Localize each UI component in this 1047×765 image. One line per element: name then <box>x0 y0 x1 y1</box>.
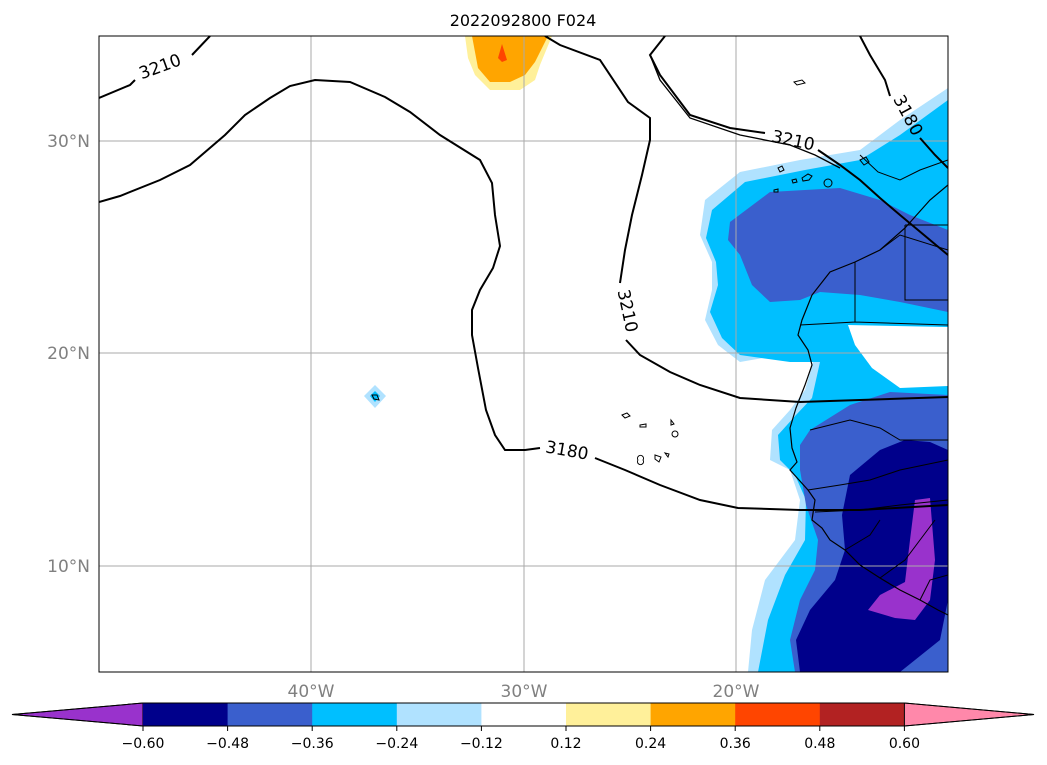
colorbar-tick-label: 0.36 <box>720 736 751 752</box>
africa-coastline <box>789 184 948 616</box>
colorbar-bin <box>396 703 482 726</box>
lat-label-30n: 30°N <box>47 132 90 152</box>
contour-3210-mid <box>544 36 948 404</box>
contour-3180-ne <box>859 36 948 169</box>
lon-label-20w: 20°W <box>713 682 760 702</box>
colorbar-tick-label: −0.60 <box>122 736 165 752</box>
small-island-sw <box>371 394 380 401</box>
border-3 <box>844 519 948 601</box>
figure-title: 2022092800 F024 <box>450 11 597 30</box>
colorbar-bin <box>650 703 736 726</box>
lat-tick-labels: 30°N 20°N 10°N <box>47 132 90 577</box>
contour-3210-nw <box>99 36 211 99</box>
shade-orange-top <box>472 36 548 82</box>
lon-label-30w: 30°W <box>501 682 548 702</box>
lat-label-10n: 10°N <box>47 557 90 577</box>
colorbar-bin <box>481 703 567 726</box>
border-1 <box>799 224 948 326</box>
gridlines <box>99 36 948 672</box>
colorbar-tick-label: −0.48 <box>206 736 249 752</box>
contour-3210-east <box>648 36 948 256</box>
colorbar-tick-label: −0.36 <box>291 736 334 752</box>
lon-tick-labels: 40°W 30°W 20°W <box>288 682 760 702</box>
height-contours <box>99 36 948 511</box>
colorbar-bin <box>819 703 905 726</box>
colorbar-bin <box>227 703 313 726</box>
small-island-north <box>793 79 806 86</box>
colorbar-tick-label: 0.48 <box>804 736 835 752</box>
colorbar-tick-label: 0.12 <box>550 736 581 752</box>
colorbar-tick-label: −0.12 <box>460 736 503 752</box>
cape-verde-islands <box>621 412 679 466</box>
lon-label-40w: 40°W <box>288 682 335 702</box>
shade-orchid <box>868 498 935 620</box>
colorbar-tick-label: 0.60 <box>889 736 920 752</box>
colorbar-bin <box>735 703 821 726</box>
contour-3180-main <box>99 78 948 511</box>
colorbar-extend-low <box>11 702 144 727</box>
colorbar-extend-high <box>903 702 1035 727</box>
shade-royalblue-north <box>728 188 948 312</box>
shade-white-pocket <box>848 325 948 388</box>
shade-red-top <box>498 44 507 62</box>
colorbar-tick-label: 0.24 <box>635 736 666 752</box>
map-frame <box>98 35 949 673</box>
map-panel: 3210 3180 3210 3210 3180 <box>98 35 949 673</box>
colorbar-bin <box>143 703 229 726</box>
canary-islands <box>773 156 870 193</box>
contour-inner-east <box>649 54 841 169</box>
shade-small-cell-core <box>370 391 380 402</box>
colorbar-bin <box>566 703 652 726</box>
lat-label-20n: 20°N <box>47 344 90 364</box>
colorbar-bin <box>312 703 398 726</box>
border-4 <box>859 154 948 251</box>
colorbar-tick-label: −0.24 <box>375 736 418 752</box>
colorbar: −0.60 −0.48 −0.36 −0.24 −0.12 0.12 0.24 0.36 0.4… <box>11 702 1035 752</box>
